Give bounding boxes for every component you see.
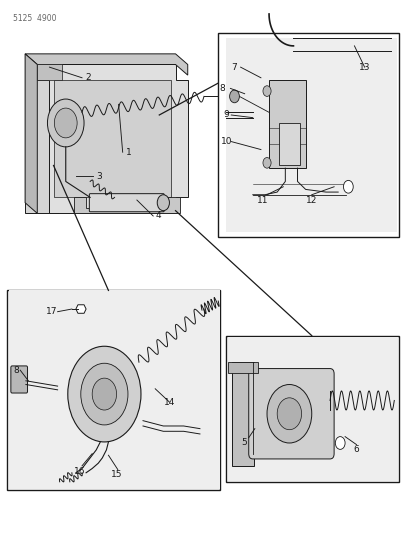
Circle shape — [335, 437, 345, 449]
Circle shape — [47, 99, 84, 147]
Text: 8: 8 — [13, 366, 19, 375]
Ellipse shape — [157, 195, 169, 211]
Text: 14: 14 — [164, 398, 175, 407]
Bar — [7, 290, 220, 490]
Text: 5125  4900: 5125 4900 — [13, 14, 56, 23]
Bar — [232, 362, 254, 466]
Polygon shape — [9, 290, 220, 489]
FancyBboxPatch shape — [89, 193, 164, 212]
Text: 3: 3 — [97, 172, 102, 181]
Bar — [37, 64, 62, 80]
Polygon shape — [37, 64, 188, 213]
Text: 6: 6 — [354, 446, 359, 455]
Polygon shape — [53, 80, 171, 197]
Text: 1: 1 — [126, 148, 132, 157]
Polygon shape — [228, 337, 398, 481]
Bar — [279, 123, 299, 165]
Text: 7: 7 — [232, 63, 237, 71]
Circle shape — [230, 90, 239, 103]
Polygon shape — [76, 305, 86, 313]
FancyBboxPatch shape — [25, 54, 58, 213]
Bar — [269, 80, 306, 168]
Text: 16: 16 — [74, 467, 86, 475]
Polygon shape — [226, 38, 397, 232]
Text: 5: 5 — [241, 439, 247, 448]
Circle shape — [277, 398, 302, 430]
Polygon shape — [25, 54, 37, 213]
Text: 4: 4 — [155, 212, 161, 221]
Circle shape — [267, 384, 312, 443]
Circle shape — [81, 364, 128, 425]
Text: 10: 10 — [221, 137, 232, 146]
Circle shape — [263, 86, 271, 96]
Bar — [228, 362, 258, 373]
Circle shape — [68, 346, 141, 442]
Circle shape — [54, 108, 77, 138]
Bar — [218, 33, 399, 237]
Circle shape — [344, 180, 353, 193]
Text: 15: 15 — [111, 471, 122, 479]
Text: 12: 12 — [306, 196, 317, 205]
Text: 9: 9 — [224, 110, 229, 119]
Polygon shape — [25, 54, 188, 75]
Circle shape — [92, 378, 117, 410]
Text: 2: 2 — [85, 73, 91, 82]
Bar — [226, 336, 399, 482]
FancyBboxPatch shape — [11, 366, 27, 393]
Text: 11: 11 — [257, 196, 269, 205]
FancyBboxPatch shape — [249, 368, 334, 459]
Text: 8: 8 — [220, 84, 225, 93]
Text: 13: 13 — [359, 63, 370, 71]
Text: 17: 17 — [46, 307, 57, 316]
Circle shape — [263, 158, 271, 168]
Polygon shape — [74, 197, 180, 213]
